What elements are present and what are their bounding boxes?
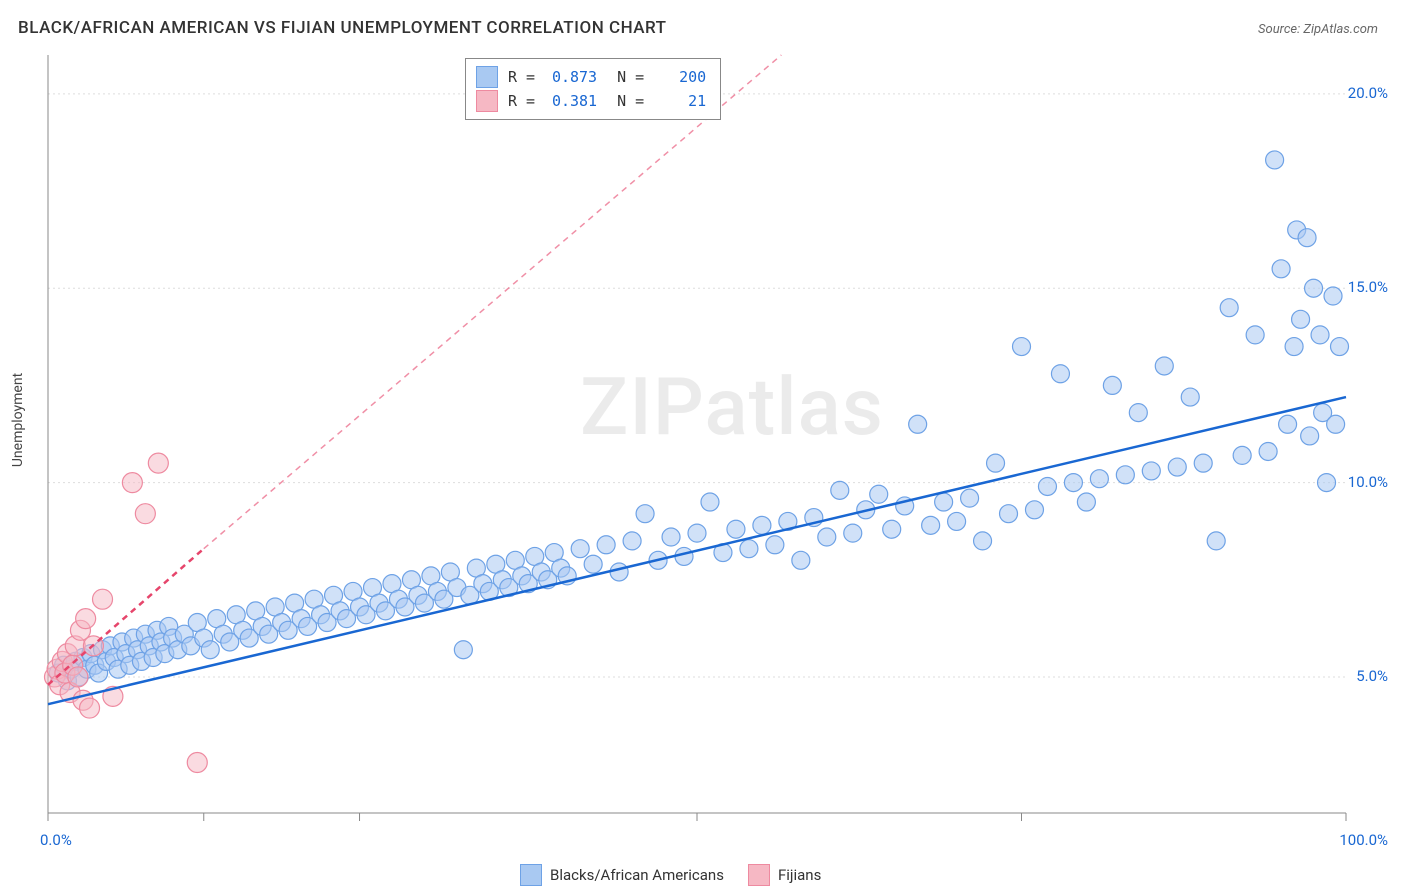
n-value: 21	[654, 89, 706, 113]
x-tick-label: 0.0%	[40, 831, 72, 849]
y-tick-label: 20.0%	[1348, 84, 1388, 102]
y-tick-label: 15.0%	[1348, 278, 1388, 296]
legend-item: Fijians	[748, 864, 821, 886]
y-tick-label: 10.0%	[1348, 473, 1388, 491]
x-tick-label: 100.0%	[1339, 831, 1388, 849]
r-label: R =	[508, 89, 535, 113]
legend-label: Blacks/African Americans	[550, 866, 724, 884]
series-legend: Blacks/African Americans Fijians	[520, 864, 821, 886]
r-label: R =	[508, 65, 535, 89]
legend-swatch	[748, 864, 770, 886]
n-label: N =	[617, 89, 644, 113]
n-value: 200	[654, 65, 706, 89]
stats-legend-box: R = 0.873 N = 200 R = 0.381 N = 21	[465, 58, 721, 120]
r-value: 0.873	[545, 65, 597, 89]
n-label: N =	[617, 65, 644, 89]
legend-swatch	[520, 864, 542, 886]
legend-swatch	[476, 90, 498, 112]
legend-item: Blacks/African Americans	[520, 864, 724, 886]
legend-label: Fijians	[778, 866, 821, 884]
stats-legend-row: R = 0.381 N = 21	[476, 89, 706, 113]
stats-legend-row: R = 0.873 N = 200	[476, 65, 706, 89]
y-tick-label: 5.0%	[1356, 667, 1388, 685]
scatter-plot	[0, 0, 1406, 892]
r-value: 0.381	[545, 89, 597, 113]
legend-swatch	[476, 66, 498, 88]
